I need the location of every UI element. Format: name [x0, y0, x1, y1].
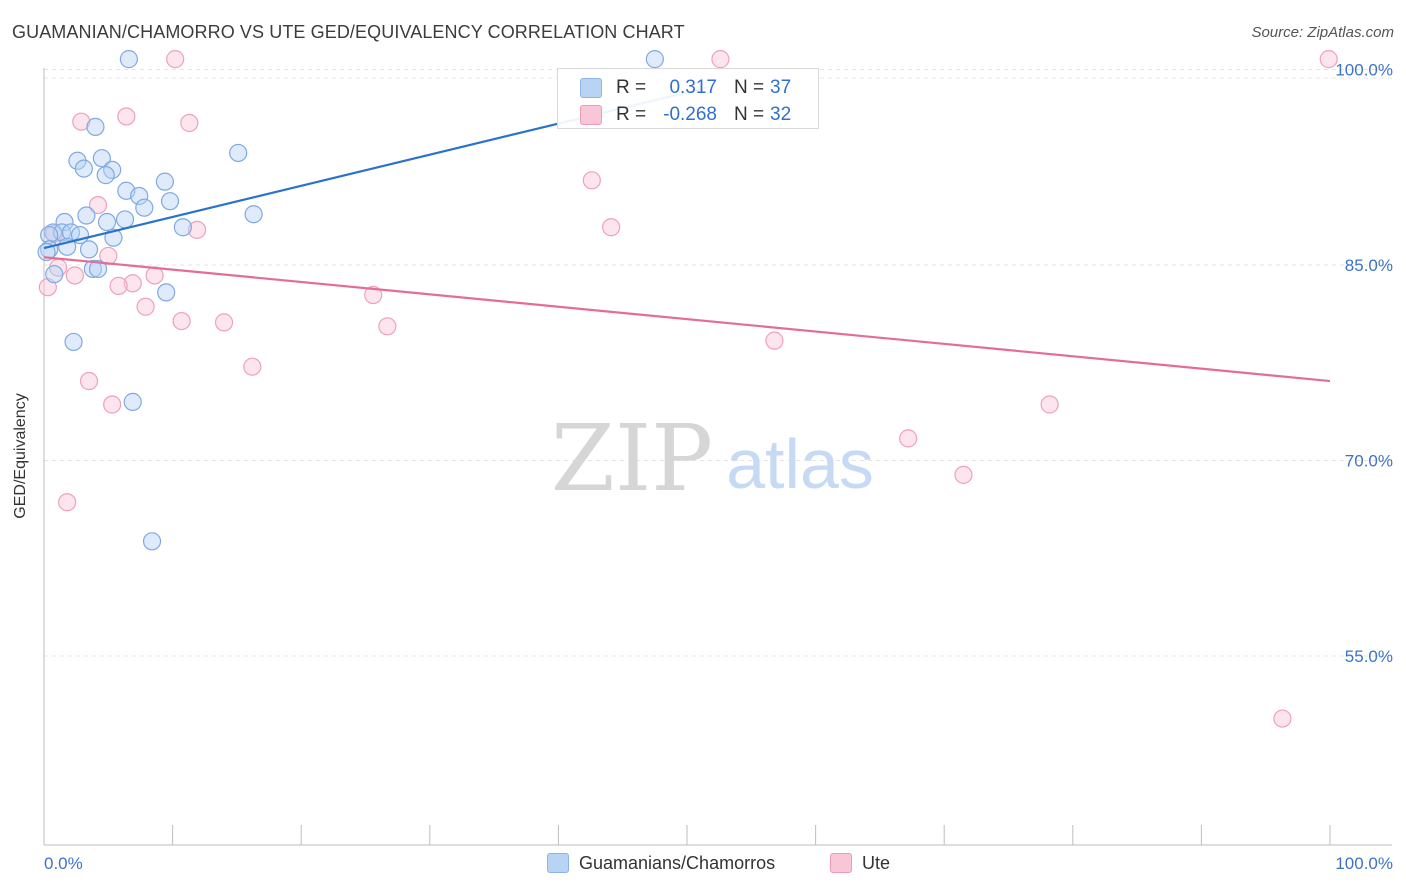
y-tick-label: 100.0%	[1335, 61, 1393, 80]
ute-point	[899, 429, 918, 448]
guamanian-point	[160, 192, 180, 211]
ute-point	[123, 274, 142, 293]
guamanian-point	[92, 149, 111, 168]
tick-labels: 100.0% 85.0% 70.0% 55.0% 0.0% 100.0%	[44, 61, 1393, 873]
guamanian-point	[135, 198, 154, 217]
ute-trend-line	[43, 256, 1331, 383]
trend-lines	[43, 86, 1331, 383]
correlation-legend: R = 0.317 N = 37 R = -0.268 N = 32	[557, 68, 819, 129]
legend-swatch-pink	[580, 105, 602, 125]
guamanian-point	[244, 205, 263, 224]
ute-point	[582, 171, 601, 190]
r-value: 0.317	[669, 77, 717, 98]
ute-point	[1273, 709, 1292, 728]
series-guamanian-points	[37, 50, 664, 551]
guamanian-point	[142, 532, 162, 551]
guamanian-point	[86, 117, 105, 136]
ute-point	[117, 107, 136, 126]
guamanian-point	[88, 259, 108, 279]
source-credit: Source: ZipAtlas.com	[1251, 24, 1394, 41]
guamanian-point	[55, 212, 74, 232]
r-label: R =	[616, 104, 647, 125]
guamanian-point	[130, 186, 149, 206]
ute-point	[364, 285, 383, 305]
ute-point	[1319, 50, 1338, 69]
y-axis-label: GED/Equivalency	[12, 393, 29, 519]
guamanian-point	[115, 210, 135, 229]
legend-swatch-pink	[830, 853, 852, 873]
ute-point	[378, 317, 397, 336]
ute-point	[214, 313, 234, 332]
ute-point	[602, 218, 621, 237]
n-value: 37	[770, 77, 792, 98]
watermark-atlas: atlas	[726, 425, 874, 503]
guamanian-point	[37, 242, 56, 262]
legend-row-ute: R = -0.268 N = 32	[558, 102, 818, 130]
r-value: -0.268	[663, 104, 717, 125]
guamanian-point	[96, 166, 115, 185]
guamanian-point	[79, 240, 99, 259]
guamanian-point	[45, 265, 64, 284]
guamanian-point	[155, 172, 174, 191]
ute-point	[180, 113, 199, 133]
ute-point	[109, 276, 128, 295]
n-value: 32	[770, 104, 792, 125]
guamanian-point	[229, 143, 248, 163]
ute-point	[711, 50, 730, 69]
ute-point	[88, 195, 108, 215]
ute-point	[79, 371, 99, 391]
ute-point	[243, 357, 262, 376]
legend-row-guamanian: R = 0.317 N = 37	[558, 75, 818, 103]
x-tick-label: 0.0%	[44, 854, 83, 873]
ute-point	[954, 465, 973, 484]
n-label: N =	[734, 104, 765, 125]
ute-point	[65, 266, 84, 285]
y-tick-label: 85.0%	[1345, 256, 1393, 275]
guamanian-point	[97, 212, 117, 232]
guamanian-point	[119, 50, 138, 69]
series-ute-points	[38, 50, 1338, 728]
guamanian-point	[123, 392, 142, 411]
ute-point	[1040, 395, 1059, 414]
chart-title: GUAMANIAN/CHAMORRO VS UTE GED/EQUIVALENC…	[12, 22, 685, 42]
legend-swatch-blue	[547, 853, 569, 873]
watermark-zip: ZIP	[551, 405, 713, 512]
guamanian-point	[74, 159, 93, 178]
guamanian-point	[173, 218, 192, 237]
guamanian-point	[77, 206, 96, 225]
ute-point	[72, 112, 91, 131]
legend-label: Ute	[862, 853, 891, 873]
guamanian-point	[157, 283, 176, 302]
n-label: N =	[734, 77, 765, 98]
ute-point	[136, 297, 155, 316]
axes	[43, 68, 1392, 846]
x-tick-label: 100.0%	[1335, 854, 1393, 873]
legend-swatch-blue	[580, 78, 602, 98]
guamanian-point	[83, 259, 102, 279]
ute-point	[103, 395, 122, 414]
guamanian-point	[64, 332, 83, 352]
ute-point	[58, 493, 77, 512]
y-tick-label: 55.0%	[1345, 647, 1393, 666]
ute-point	[166, 50, 185, 69]
ute-point	[172, 311, 191, 331]
y-tick-label: 70.0%	[1345, 452, 1393, 471]
legend-label: Guamanians/Chamorros	[579, 853, 776, 873]
r-label: R =	[616, 77, 647, 98]
ute-point	[765, 331, 784, 350]
ute-point	[187, 220, 207, 239]
guamanian-point	[645, 50, 664, 69]
